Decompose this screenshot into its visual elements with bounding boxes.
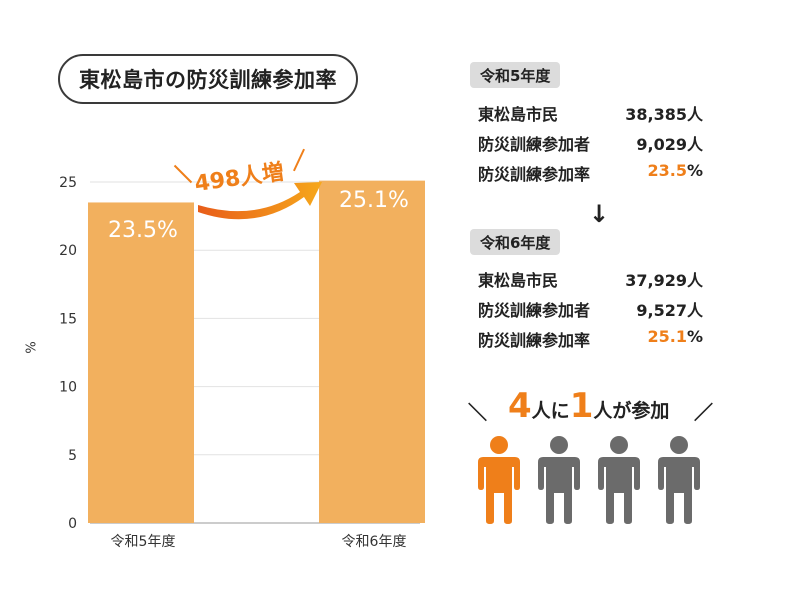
person-icon	[593, 435, 645, 529]
y-tick-label: 10	[59, 380, 77, 396]
x-tick-label-r6: 令和6年度	[341, 534, 407, 550]
row-label: 防災訓練参加者	[478, 301, 591, 320]
person-icon	[653, 435, 705, 529]
row-value: 9,527人	[636, 301, 703, 320]
row-r6-rate: 防災訓練参加率 25.1%	[478, 327, 703, 351]
bar-令和6年度	[319, 180, 425, 524]
participation-summary: ＼ 4人に1人が参加 ／	[468, 386, 713, 432]
summary-text-1: 人に	[531, 400, 570, 422]
person-icon-highlighted	[473, 435, 525, 529]
y-tick-label: 25	[59, 175, 77, 191]
row-label: 防災訓練参加者	[478, 135, 591, 154]
row-value: 23.5%	[647, 161, 703, 180]
y-tick-label: 5	[68, 448, 77, 464]
row-label: 東松島市民	[478, 105, 559, 124]
person-icon	[533, 435, 585, 529]
row-r5-rate: 防災訓練参加率 23.5%	[478, 161, 703, 185]
year-tag-r5: 令和5年度	[470, 62, 561, 88]
row-label: 防災訓練参加率	[478, 331, 591, 350]
row-r5-population: 東松島市民 38,385人	[478, 101, 703, 125]
summary-text-2: 人が参加	[593, 400, 670, 422]
y-tick-label: 20	[59, 243, 77, 259]
bar-value-label-r5: 23.5%	[108, 218, 178, 243]
y-tick-label: 15	[59, 311, 77, 327]
row-value: 37,929人	[625, 271, 703, 290]
summary-number-1: 1	[569, 386, 594, 426]
row-value: 25.1%	[647, 327, 703, 346]
row-label: 防災訓練参加率	[478, 165, 591, 184]
down-arrow-icon: ↓	[589, 200, 610, 228]
increase-arrow-icon	[198, 182, 322, 220]
row-label: 東松島市民	[478, 271, 559, 290]
rate-number: 23.5	[647, 161, 687, 180]
row-value: 38,385人	[625, 105, 703, 124]
chart-title: 東松島市の防災訓練参加率	[58, 54, 358, 104]
bar-令和5年度	[88, 202, 194, 523]
summary-slash-right: ／	[693, 402, 713, 424]
row-value: 9,029人	[636, 135, 703, 154]
year-tag-r6: 令和6年度	[470, 229, 561, 255]
rate-unit: %	[686, 327, 703, 346]
rate-unit: %	[686, 161, 703, 180]
row-r6-participants: 防災訓練参加者 9,527人	[478, 297, 703, 321]
bar-value-label-r6: 25.1%	[339, 188, 409, 213]
row-r5-participants: 防災訓練参加者 9,029人	[478, 131, 703, 155]
summary-slash-left: ＼	[468, 402, 488, 424]
x-tick-label-r5: 令和5年度	[110, 534, 176, 550]
y-tick-label: 0	[68, 516, 77, 532]
summary-number-4: 4	[508, 386, 532, 426]
row-r6-population: 東松島市民 37,929人	[478, 267, 703, 291]
rate-number: 25.1	[647, 327, 687, 346]
y-axis-label: %	[24, 341, 40, 354]
